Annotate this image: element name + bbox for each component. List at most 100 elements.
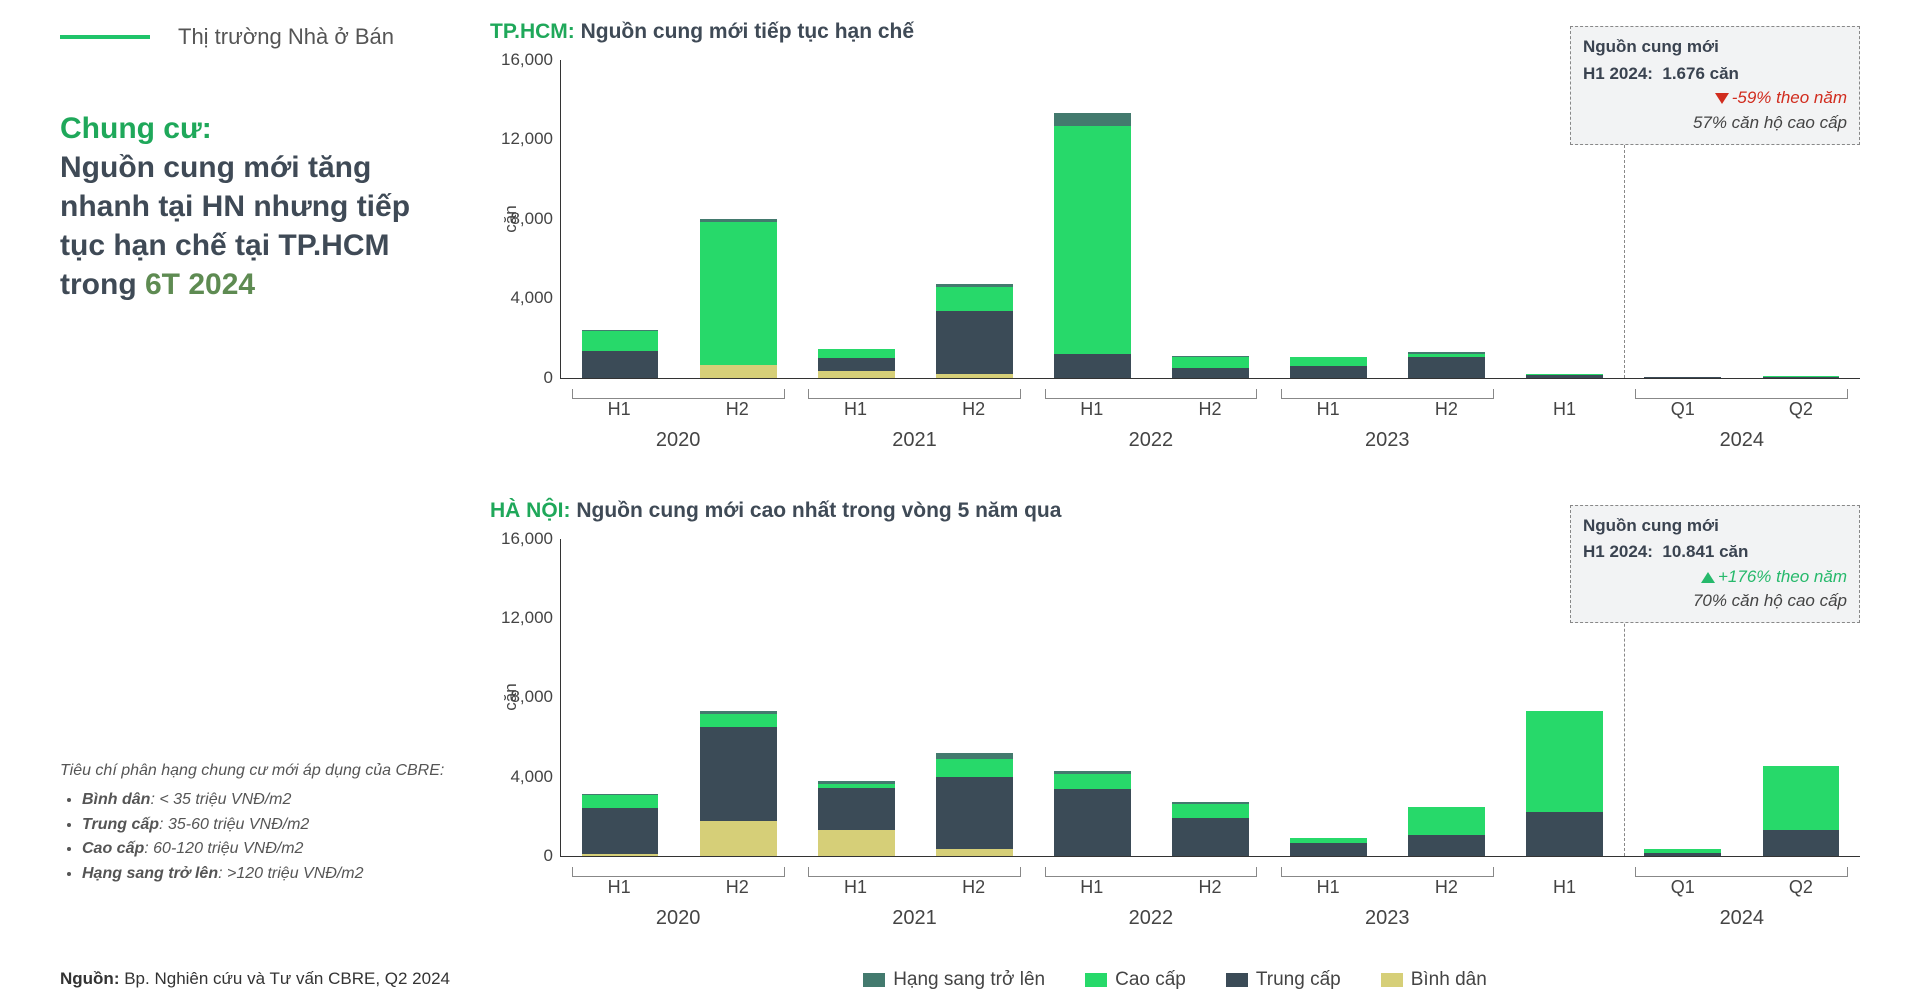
source-text: Bp. Nghiên cứu và Tư vấn CBRE, Q2 2024 <box>124 969 450 988</box>
bar-segment-binh_dan <box>818 830 895 856</box>
bar-segment-hang_sang <box>1054 113 1131 126</box>
info-header: Nguồn cung mới <box>1583 514 1847 539</box>
bar <box>1763 687 1840 856</box>
group-braces <box>560 895 1860 907</box>
chart-hn: HÀ NỘI: Nguồn cung mới cao nhất trong vò… <box>490 499 1860 938</box>
bar-segment-trung_cap <box>818 358 895 371</box>
year-label: 2022 <box>1129 907 1174 930</box>
bar <box>700 153 777 377</box>
year-brace <box>572 389 785 399</box>
year-label: 2023 <box>1365 907 1410 930</box>
legend-item: Trung cấp <box>1226 969 1341 991</box>
info-box: Nguồn cung mới H1 2024: 1.676 căn -59% t… <box>1570 26 1860 145</box>
y-tick: 0 <box>491 368 553 388</box>
bar-segment-trung_cap <box>1172 818 1249 856</box>
year-brace <box>1045 867 1258 877</box>
bar <box>1644 810 1721 856</box>
criteria-heading: Tiêu chí phân hạng chung cư mới áp dụng … <box>60 759 460 784</box>
y-tick: 4,000 <box>491 767 553 787</box>
legend: Hạng sang trở lên Cao cấp Trung cấp Bình dâ… <box>490 969 1860 991</box>
year-brace <box>808 389 1021 399</box>
bar <box>1763 354 1840 378</box>
bar-segment-trung_cap <box>818 788 895 830</box>
bar-segment-cao_cap <box>1054 774 1131 789</box>
title-body: Nguồn cung mới tăng nhanh tại HN nhưng t… <box>60 151 410 301</box>
legend-swatch <box>863 973 885 987</box>
bar-segment-trung_cap <box>1644 853 1721 856</box>
source-label: Nguồn: <box>60 969 119 988</box>
trend-icon <box>1715 93 1729 104</box>
bar-segment-trung_cap <box>1763 377 1840 378</box>
bar-segment-trung_cap <box>1054 354 1131 378</box>
bar <box>818 282 895 377</box>
bar-segment-trung_cap <box>1526 812 1603 856</box>
bar <box>1290 296 1367 377</box>
bar-segment-cao_cap <box>1526 711 1603 811</box>
bar-segment-trung_cap <box>1526 375 1603 378</box>
bar-segment-trung_cap <box>1290 366 1367 378</box>
legend-swatch <box>1085 973 1107 987</box>
year-label: 2020 <box>656 907 701 930</box>
section-subtitle: Thị trường Nhà ở Bán <box>178 24 394 50</box>
bar-segment-binh_dan <box>582 854 659 856</box>
info-trend: -59% theo năm <box>1583 86 1847 111</box>
y-tick: 12,000 <box>491 608 553 628</box>
bar-segment-trung_cap <box>1408 835 1485 856</box>
bar-segment-binh_dan <box>700 365 777 378</box>
year-brace <box>572 867 785 877</box>
criteria-list: Bình dân: < 35 triệu VNĐ/m2Trung cấp: 35… <box>60 788 460 887</box>
info-header: Nguồn cung mới <box>1583 35 1847 60</box>
bar-segment-cao_cap <box>1172 804 1249 818</box>
legend-label: Bình dân <box>1411 969 1487 991</box>
y-tick: 4,000 <box>491 288 553 308</box>
year-label: 2021 <box>892 429 937 452</box>
bar-segment-trung_cap <box>936 777 1013 849</box>
accent-line <box>60 35 150 39</box>
bar-segment-cao_cap <box>1408 807 1485 835</box>
year-label: 2024 <box>1720 429 1765 452</box>
bar-segment-binh_dan <box>818 371 895 378</box>
y-tick: 16,000 <box>491 50 553 70</box>
bar-segment-trung_cap <box>1763 830 1840 856</box>
criteria-item: Hạng sang trở lên: >120 triệu VNĐ/m2 <box>82 862 460 887</box>
bar <box>1408 731 1485 856</box>
criteria-item: Trung cấp: 35-60 triệu VNĐ/m2 <box>82 813 460 838</box>
bar-segment-cao_cap <box>582 795 659 807</box>
legend-label: Cao cấp <box>1115 969 1186 991</box>
bar-segment-trung_cap <box>1290 843 1367 856</box>
bar-segment-binh_dan <box>936 374 1013 377</box>
bar <box>1054 88 1131 378</box>
bar <box>1172 294 1249 377</box>
bar-segment-trung_cap <box>582 808 659 855</box>
info-trend: +176% theo năm <box>1583 565 1847 590</box>
info-note: 57% căn hộ cao cấp <box>1583 111 1847 136</box>
legend-item: Bình dân <box>1381 969 1487 991</box>
bar-segment-cao_cap <box>1763 766 1840 829</box>
bar <box>936 205 1013 378</box>
bar-segment-cao_cap <box>700 714 777 727</box>
bar <box>700 642 777 856</box>
bar-segment-trung_cap <box>1054 789 1131 856</box>
group-braces <box>560 417 1860 429</box>
y-tick: 12,000 <box>491 129 553 149</box>
year-label: 2023 <box>1365 429 1410 452</box>
year-label: 2024 <box>1720 907 1765 930</box>
year-brace <box>808 867 1021 877</box>
legend-label: Trung cấp <box>1256 969 1341 991</box>
info-row1: H1 2024: 1.676 căn <box>1583 62 1847 87</box>
bar-segment-binh_dan <box>936 849 1013 856</box>
year-brace <box>1281 389 1494 399</box>
year-brace <box>1045 389 1258 399</box>
bar-segment-cao_cap <box>1290 357 1367 366</box>
source-line: Nguồn: Bp. Nghiên cứu và Tư vấn CBRE, Q2… <box>60 969 450 989</box>
y-tick: 8,000 <box>491 209 553 229</box>
title-period: 6T 2024 <box>145 268 255 301</box>
legend-item: Hạng sang trở lên <box>863 969 1045 991</box>
year-label: 2022 <box>1129 429 1174 452</box>
bar <box>1644 368 1721 378</box>
charts-panel: TP.HCM: Nguồn cung mới tiếp tục hạn chế … <box>490 20 1860 937</box>
criteria-item: Bình dân: < 35 triệu VNĐ/m2 <box>82 788 460 813</box>
bar <box>1526 642 1603 856</box>
year-brace <box>1635 389 1848 399</box>
bar-segment-trung_cap <box>936 311 1013 375</box>
